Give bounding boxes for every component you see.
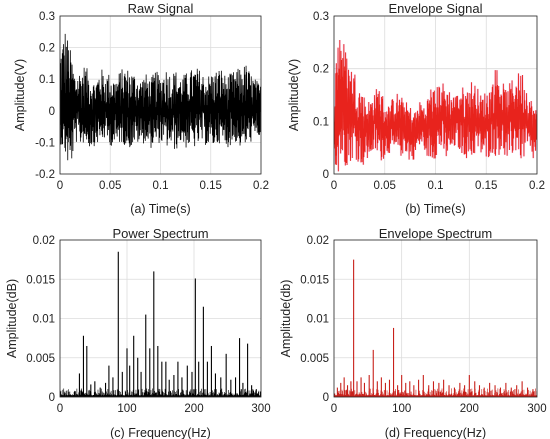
y-tick-label: 0: [49, 106, 55, 118]
x-tick-label: 0: [57, 403, 63, 415]
y-tick-label: 0: [323, 169, 329, 181]
envelope-spectrum-panel: 0 0.005 0.01 0.015 0.02 0 100 200 300 Envelope Sp…: [279, 226, 547, 439]
y-tick-label: 0.2: [39, 43, 55, 55]
x-tick-label: 0.2: [529, 180, 545, 192]
envelope-signal-line: [334, 39, 537, 172]
x-tick-label: 0: [331, 403, 337, 415]
x-axis-label: (d) Frequency(Hz): [385, 426, 486, 439]
y-tick-label: 0.1: [313, 116, 329, 128]
axes-frame: [59, 239, 262, 398]
y-tick-label: 0: [323, 392, 329, 404]
y-tick-label: 0.005: [300, 353, 329, 365]
x-tick-label: 0.1: [153, 180, 169, 192]
x-tick-label: 100: [392, 403, 411, 415]
x-tick-label: 0: [331, 180, 337, 192]
y-axis-label: Amplitude(V): [13, 59, 27, 131]
axes-frame: [333, 239, 538, 398]
chart-title: Power Spectrum: [112, 226, 208, 241]
axes-frame: [333, 15, 538, 175]
raw-signal-line: [60, 33, 261, 161]
data-area: [334, 259, 537, 397]
y-tick-label: 0.005: [26, 353, 55, 365]
y-tick-label: 0.01: [307, 314, 329, 326]
y-tick-label: -0.1: [35, 137, 55, 149]
power-spectrum-panel: 0 0.005 0.01 0.015 0.02 0 100 200 300 Power Spect…: [5, 226, 271, 439]
y-tick-label: 0.3: [313, 11, 329, 23]
x-tick-label: 200: [184, 403, 203, 415]
y-tick-label: 0.1: [39, 74, 55, 86]
y-tick-label: 0.02: [33, 235, 55, 247]
envelope-signal-panel: 0 0.1 0.2 0.3 0 0.05 0.1 0.15 0.2 Envelope Signal…: [287, 1, 545, 216]
data-area: [60, 33, 261, 161]
chart-title: Envelope Spectrum: [379, 226, 492, 241]
x-tick-label: 0: [57, 180, 63, 192]
y-tick-label: 0: [49, 392, 55, 404]
data-area: [334, 39, 537, 172]
x-tick-label: 0.15: [200, 180, 222, 192]
y-tick-label: -0.2: [35, 169, 55, 181]
x-tick-label: 300: [527, 403, 546, 415]
x-axis-label: (b) Time(s): [405, 202, 465, 216]
x-tick-label: 0.1: [428, 180, 444, 192]
y-axis-label: Amplitude(V): [287, 59, 301, 131]
y-tick-label: 0.01: [33, 314, 55, 326]
axes-frame: [59, 15, 262, 175]
y-tick-label: 0.02: [307, 235, 329, 247]
x-tick-label: 100: [117, 403, 136, 415]
x-tick-label: 300: [251, 403, 270, 415]
x-axis-label: (c) Frequency(Hz): [110, 426, 211, 439]
x-tick-label: 0.2: [253, 180, 269, 192]
x-tick-label: 0.05: [374, 180, 396, 192]
y-tick-label: 0.3: [39, 11, 55, 23]
raw-signal-panel: -0.2 -0.1 0 0.1 0.2 0.3 0 0.05 0.1 0.15 0.2 Raw Sig…: [13, 1, 269, 216]
y-axis-label: Amplitude(dB): [5, 279, 19, 358]
chart-title: Raw Signal: [128, 1, 194, 16]
data-area: [60, 251, 261, 397]
x-tick-label: 0.15: [475, 180, 497, 192]
x-axis-label: (a) Time(s): [130, 202, 190, 216]
chart-title: Envelope Signal: [389, 1, 483, 16]
y-tick-label: 0.015: [26, 274, 55, 286]
y-tick-label: 0.015: [300, 274, 329, 286]
x-tick-label: 0.05: [99, 180, 121, 192]
x-tick-label: 200: [460, 403, 479, 415]
y-axis-label: Amplitude(db): [279, 280, 293, 358]
y-tick-label: 0.2: [313, 64, 329, 76]
